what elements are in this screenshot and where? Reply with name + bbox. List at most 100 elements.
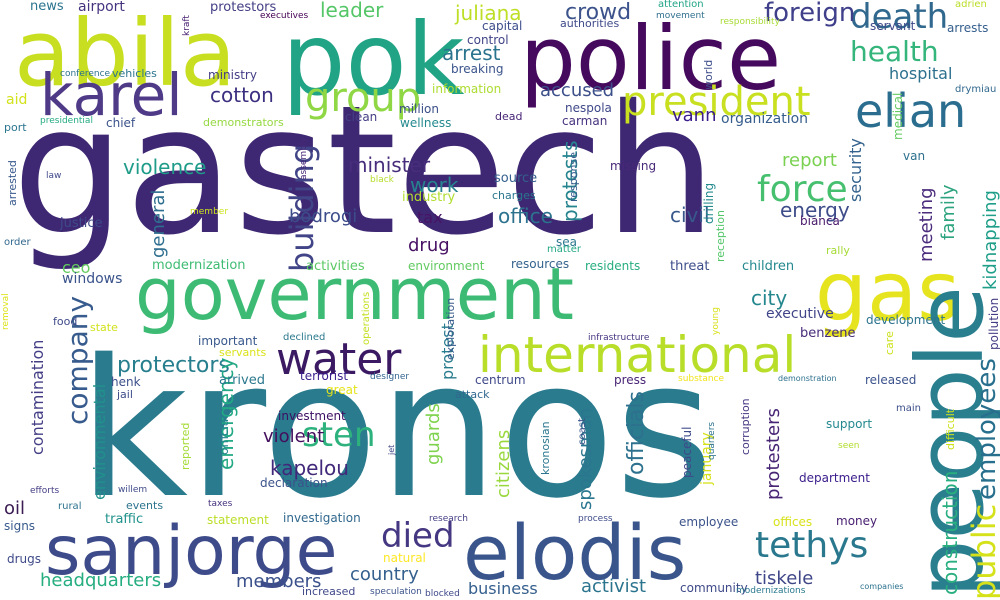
word-aid: aid: [6, 92, 28, 108]
word-died: died: [381, 516, 455, 556]
word-order: order: [4, 237, 31, 248]
word-declaration: declaration: [260, 476, 328, 490]
word-business: business: [468, 579, 538, 598]
word-world: world: [702, 59, 715, 90]
word-executives: executives: [260, 11, 309, 21]
word-support: support: [826, 417, 873, 431]
word-tiskele: tiskele: [755, 568, 814, 589]
word-executive: executive: [766, 306, 834, 322]
word-threat: threat: [670, 259, 710, 274]
word-protestors: protestors: [210, 0, 277, 15]
word-efforts: efforts: [30, 486, 60, 496]
word-department: department: [799, 471, 870, 485]
word-infrastructure: infrastructure: [588, 333, 650, 343]
word-van: van: [903, 149, 926, 163]
word-country: country: [350, 564, 419, 585]
word-environment: environment: [408, 259, 485, 273]
word-demonstration: demonstration: [778, 374, 837, 383]
word-kronos: kronos: [78, 319, 714, 540]
word-protectors: protectors: [117, 353, 230, 378]
word-water: water: [276, 334, 402, 385]
word-development: development: [866, 313, 946, 327]
word-modernization: modernization: [152, 258, 246, 273]
word-released: released: [865, 373, 917, 387]
word-response: response: [567, 152, 580, 202]
word-security: security: [846, 138, 865, 202]
word-terrorist: terrorist: [300, 369, 349, 383]
word-demonstrators: demonstrators: [203, 116, 284, 129]
word-employee: employee: [679, 515, 739, 529]
word-drug: drug: [408, 235, 450, 256]
word-report: report: [782, 150, 837, 171]
word-jail: jail: [117, 388, 133, 401]
word-reception: reception: [714, 210, 727, 262]
word-henk: henk: [111, 375, 141, 389]
word-officials: officials: [624, 391, 649, 475]
word-jet: jet: [387, 444, 396, 455]
word-violent: violent: [263, 426, 325, 447]
word-speculation: speculation: [370, 587, 422, 597]
word-main: main: [896, 403, 921, 414]
word-black: black: [370, 175, 394, 185]
word-vann: vann: [672, 105, 717, 126]
word-source: source: [494, 171, 538, 186]
word-abila: abila: [14, 0, 237, 107]
word-industry: industry: [402, 190, 456, 205]
word-servant: servant: [870, 19, 916, 33]
word-gas: gas: [815, 245, 961, 340]
word-clean: clean: [345, 110, 378, 124]
word-ceo: ceo: [62, 258, 91, 277]
word-guards: guards: [423, 403, 444, 465]
word-events: events: [126, 499, 164, 512]
word-international: international: [478, 326, 797, 384]
word-force: force: [757, 169, 848, 210]
word-removal: removal: [1, 293, 11, 330]
word-kraft: kraft: [182, 15, 192, 36]
word-traffic: traffic: [105, 512, 144, 527]
word-willem: willem: [118, 485, 148, 495]
word-kidnapping: kidnapping: [980, 190, 1000, 290]
word-responsibility: responsibility: [720, 17, 780, 27]
word-residents: residents: [585, 259, 641, 273]
word-attack: attack: [455, 388, 490, 401]
word-violence: violence: [123, 155, 207, 179]
word-elodis: elodis: [463, 508, 687, 597]
word-signs: signs: [4, 519, 36, 533]
word-members: members: [236, 571, 322, 592]
word-money: money: [836, 514, 878, 528]
word-centrum: centrum: [475, 373, 526, 387]
word-servants: servants: [219, 346, 267, 359]
word-process: process: [578, 514, 613, 524]
word-work: work: [410, 173, 459, 197]
word-crowd: crowd: [565, 0, 632, 25]
word-headquarters: headquarters: [40, 570, 162, 591]
word-kapelou: kapelou: [270, 456, 349, 480]
word-bodrogi: bodrogi: [289, 206, 358, 227]
word-cotton: cotton: [210, 83, 274, 107]
word-civil: civil: [670, 203, 710, 227]
word-sea: sea: [556, 235, 577, 249]
word-bianca: bianca: [800, 214, 840, 228]
word-coast: coast: [577, 418, 588, 445]
word-assembly: assembly: [299, 137, 309, 180]
word-community: community: [680, 581, 748, 595]
word-natural: natural: [383, 551, 426, 565]
word-children: children: [742, 259, 795, 274]
word-elian: elian: [855, 84, 967, 138]
word-sten: sten: [302, 415, 376, 455]
word-oil: oil: [4, 498, 26, 519]
word-drugs: drugs: [7, 552, 42, 566]
word-arrested: arrested: [6, 160, 19, 206]
word-declined: declined: [283, 332, 326, 343]
word-gastech: gastech: [12, 67, 717, 274]
word-breaking: breaking: [451, 62, 504, 76]
word-great: great: [326, 383, 358, 397]
word-rally: rally: [826, 244, 850, 257]
word-companies: companies: [860, 582, 904, 591]
word-death: death: [850, 0, 949, 37]
word-presidential: presidential: [40, 116, 93, 126]
word-modernizations: modernizations: [736, 586, 806, 596]
word-investment: investment: [278, 409, 346, 423]
word-accused: accused: [540, 80, 615, 101]
word-corruption: corruption: [739, 398, 752, 455]
